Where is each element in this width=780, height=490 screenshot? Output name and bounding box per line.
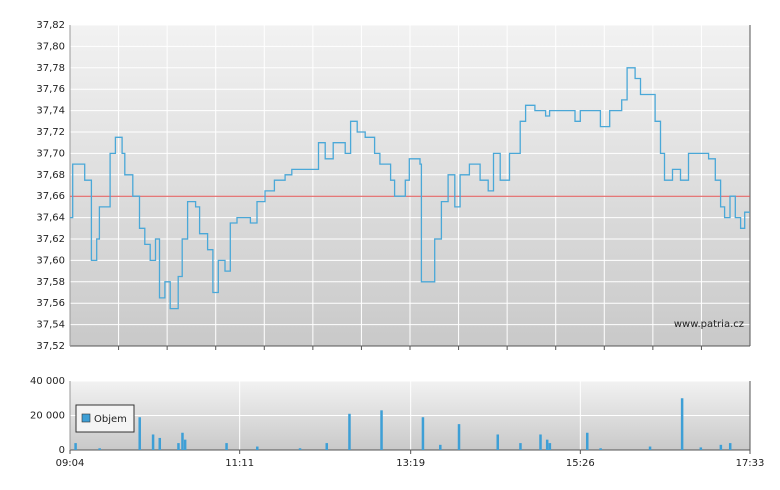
volume-bar bbox=[158, 437, 162, 450]
volume-bar bbox=[325, 443, 329, 450]
volume-bar bbox=[719, 444, 723, 450]
volume-bar bbox=[98, 448, 101, 450]
y-tick-label: 37,80 bbox=[36, 41, 65, 52]
legend-swatch bbox=[81, 413, 91, 423]
volume-bar bbox=[545, 439, 549, 450]
y-tick-label: 37,64 bbox=[36, 213, 65, 224]
x-tick-label: 11:11 bbox=[225, 458, 254, 469]
volume-bar bbox=[439, 444, 442, 450]
y-tick-label: 37,66 bbox=[36, 191, 65, 202]
volume-bar bbox=[183, 439, 187, 450]
x-tick-label: 17:33 bbox=[736, 458, 765, 469]
y-tick-label: 0 bbox=[59, 445, 65, 456]
volume-bar bbox=[539, 434, 542, 450]
legend-label: Objem bbox=[94, 414, 127, 425]
y-tick-label: 37,78 bbox=[36, 63, 65, 74]
volume-bar bbox=[548, 443, 552, 450]
y-tick-label: 37,70 bbox=[36, 148, 65, 159]
x-tick-label: 13:19 bbox=[396, 458, 425, 469]
y-tick-label: 37,56 bbox=[36, 298, 65, 309]
volume-bar bbox=[225, 443, 228, 450]
volume-bar bbox=[496, 434, 500, 450]
volume-bar bbox=[151, 434, 155, 450]
x-tick-label: 09:04 bbox=[56, 458, 85, 469]
volume-bar bbox=[680, 398, 684, 450]
volume-bar bbox=[586, 432, 589, 450]
volume-bar bbox=[728, 443, 732, 450]
volume-bar bbox=[256, 446, 259, 450]
volume-bar bbox=[74, 443, 77, 450]
volume-bar bbox=[648, 446, 652, 450]
y-tick-label: 37,58 bbox=[36, 277, 65, 288]
volume-bar bbox=[457, 424, 461, 450]
volume-bar bbox=[699, 447, 703, 450]
volume-bar bbox=[380, 410, 383, 450]
y-tick-label: 37,72 bbox=[36, 127, 65, 138]
x-tick-label: 15:26 bbox=[566, 458, 595, 469]
volume-bar bbox=[298, 448, 302, 450]
volume-bar bbox=[138, 417, 141, 450]
y-tick-label: 40 000 bbox=[30, 376, 65, 387]
watermark: www.patria.cz bbox=[674, 319, 744, 330]
volume-bar bbox=[599, 448, 602, 450]
volume-bar bbox=[519, 443, 522, 450]
volume-bar bbox=[348, 413, 351, 450]
y-tick-label: 37,52 bbox=[36, 341, 65, 352]
y-tick-label: 37,68 bbox=[36, 170, 65, 181]
y-tick-label: 37,76 bbox=[36, 84, 65, 95]
y-tick-label: 37,74 bbox=[36, 106, 65, 117]
y-tick-label: 37,54 bbox=[36, 320, 65, 331]
volume-bar bbox=[421, 417, 425, 450]
y-tick-label: 37,82 bbox=[36, 20, 65, 31]
volume-bar bbox=[177, 443, 180, 450]
volume-bar bbox=[181, 432, 184, 450]
y-tick-label: 37,60 bbox=[36, 255, 65, 266]
y-tick-label: 20 000 bbox=[30, 411, 65, 422]
price-line bbox=[70, 67, 750, 310]
y-tick-label: 37,62 bbox=[36, 234, 65, 245]
